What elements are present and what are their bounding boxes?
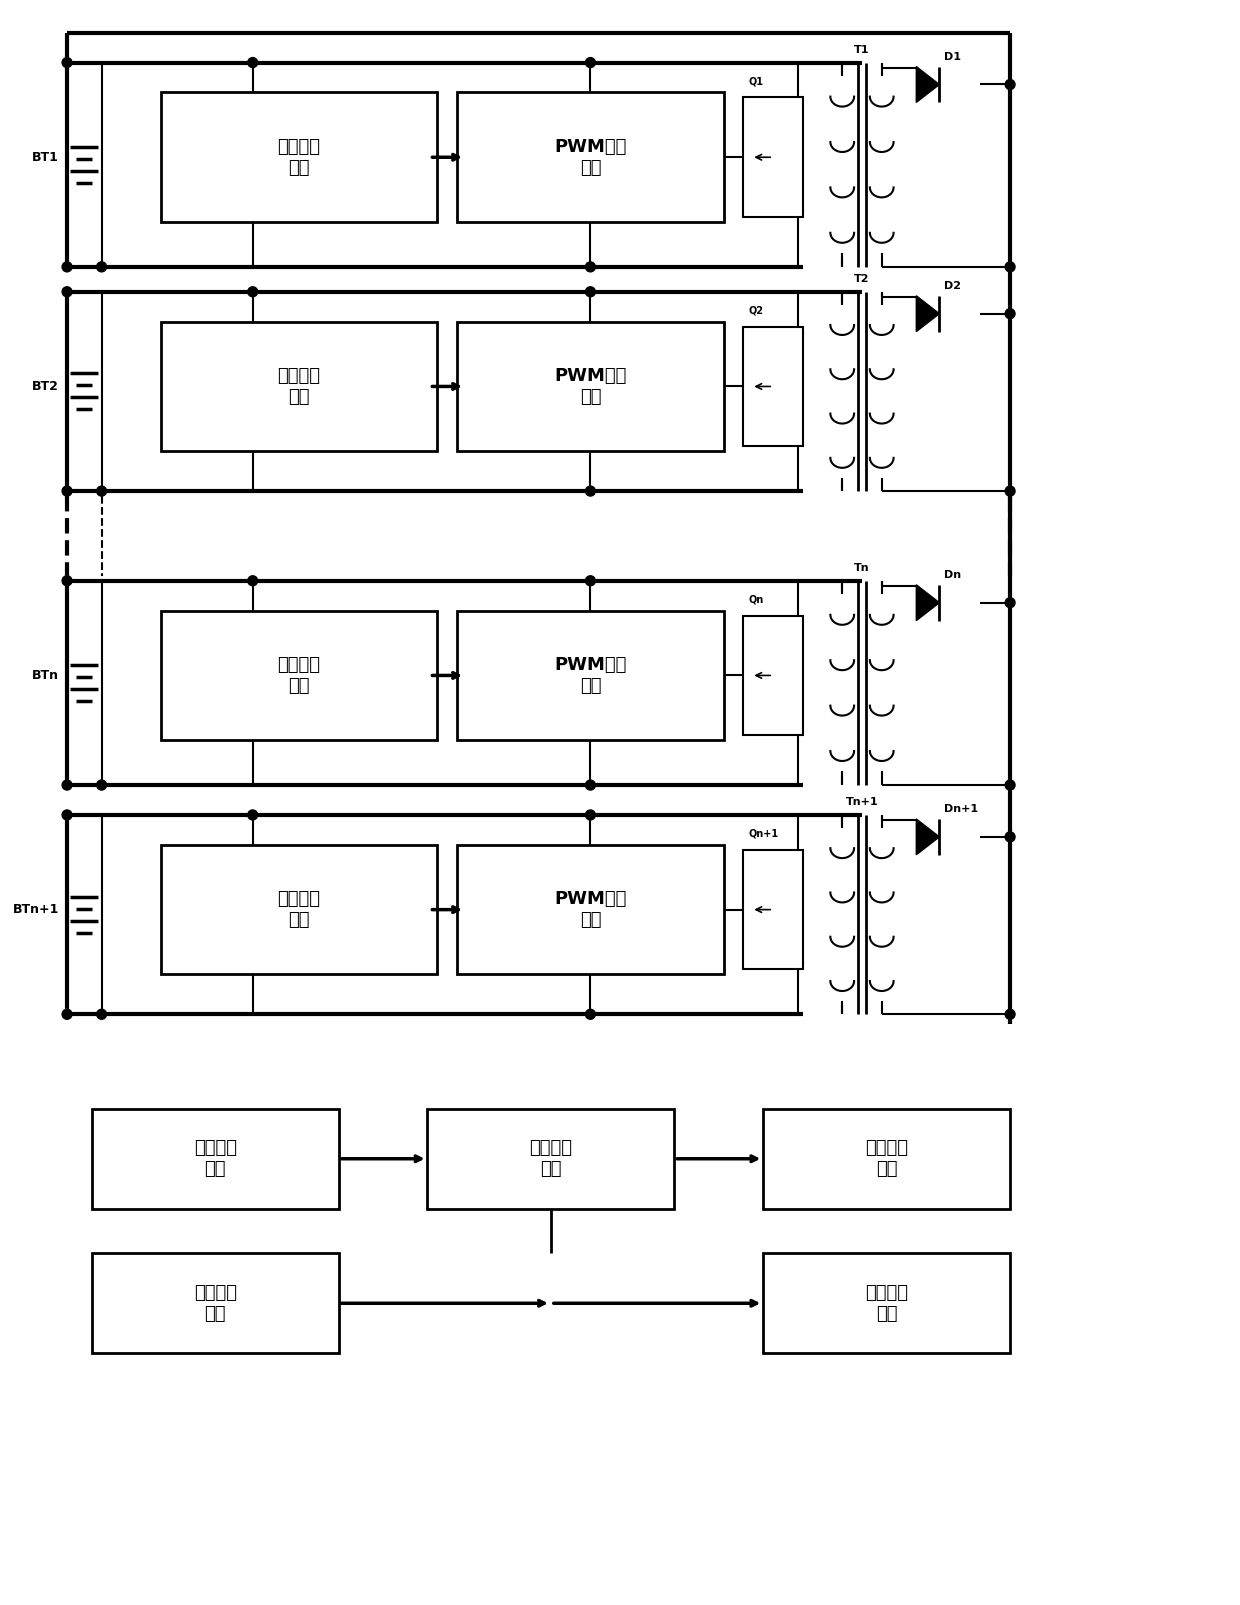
Bar: [92, 1109, 339, 1209]
Circle shape: [1006, 308, 1016, 319]
Circle shape: [585, 780, 595, 790]
Circle shape: [62, 811, 72, 820]
Bar: [161, 93, 438, 221]
Circle shape: [62, 576, 72, 586]
Polygon shape: [916, 819, 940, 855]
Circle shape: [1006, 780, 1016, 790]
Circle shape: [585, 811, 595, 820]
Text: PWM控制
单元: PWM控制 单元: [554, 891, 626, 929]
Polygon shape: [916, 295, 940, 332]
Text: PWM控制
单元: PWM控制 单元: [554, 656, 626, 695]
Circle shape: [585, 287, 595, 297]
Text: 隔离通讯
单元: 隔离通讯 单元: [278, 138, 321, 177]
Circle shape: [62, 486, 72, 496]
Bar: [458, 93, 724, 221]
Circle shape: [1006, 831, 1016, 843]
Text: Tn: Tn: [854, 563, 869, 573]
Bar: [458, 321, 724, 451]
Circle shape: [585, 1010, 595, 1019]
Bar: [744, 849, 802, 969]
Circle shape: [97, 486, 107, 496]
Text: 通讯控制
单元: 通讯控制 单元: [193, 1140, 237, 1178]
Bar: [161, 321, 438, 451]
Circle shape: [97, 780, 107, 790]
Circle shape: [585, 576, 595, 586]
Circle shape: [248, 58, 258, 67]
Text: BTn: BTn: [32, 669, 60, 682]
Bar: [458, 844, 724, 974]
Circle shape: [62, 58, 72, 67]
Text: 隔离通讯
单元: 隔离通讯 单元: [278, 891, 321, 929]
Text: PWM控制
单元: PWM控制 单元: [554, 138, 626, 177]
Circle shape: [1006, 80, 1016, 90]
Bar: [161, 610, 438, 740]
Circle shape: [585, 58, 595, 67]
Bar: [764, 1109, 1011, 1209]
Bar: [92, 1254, 339, 1353]
Circle shape: [248, 811, 258, 820]
Text: T1: T1: [854, 45, 869, 55]
Text: D1: D1: [945, 51, 961, 61]
Text: Q1: Q1: [749, 77, 764, 87]
Circle shape: [97, 1010, 107, 1019]
Circle shape: [1006, 597, 1016, 608]
Circle shape: [97, 262, 107, 271]
Polygon shape: [916, 66, 940, 103]
Bar: [428, 1109, 675, 1209]
Circle shape: [248, 576, 258, 586]
Bar: [764, 1254, 1011, 1353]
Bar: [161, 844, 438, 974]
Text: Q2: Q2: [749, 305, 764, 316]
Polygon shape: [916, 584, 940, 621]
Text: BTn+1: BTn+1: [12, 904, 60, 916]
Text: 状态显示
单元: 状态显示 单元: [866, 1140, 908, 1178]
Text: 中央控制
单元: 中央控制 单元: [529, 1140, 573, 1178]
Text: Dn: Dn: [945, 570, 961, 579]
Text: 隔离通讯
单元: 隔离通讯 单元: [278, 656, 321, 695]
Circle shape: [1006, 1010, 1016, 1019]
Bar: [744, 616, 802, 735]
Circle shape: [1006, 486, 1016, 496]
Text: 状态控制
单元: 状态控制 单元: [193, 1284, 237, 1323]
Text: PWM控制
单元: PWM控制 单元: [554, 368, 626, 406]
Text: 隔离通讯
单元: 隔离通讯 单元: [278, 368, 321, 406]
Text: 人机接口
单元: 人机接口 单元: [866, 1284, 908, 1323]
Text: Dn+1: Dn+1: [945, 804, 978, 814]
Bar: [458, 610, 724, 740]
Text: T2: T2: [854, 274, 869, 284]
Text: D2: D2: [945, 281, 961, 291]
Bar: [744, 327, 802, 446]
Circle shape: [62, 780, 72, 790]
Circle shape: [62, 1010, 72, 1019]
Circle shape: [62, 262, 72, 271]
Text: Qn: Qn: [749, 595, 764, 605]
Text: Qn+1: Qn+1: [749, 828, 779, 839]
Circle shape: [248, 287, 258, 297]
Circle shape: [1006, 262, 1016, 271]
Bar: [744, 98, 802, 217]
Circle shape: [585, 486, 595, 496]
Circle shape: [585, 262, 595, 271]
Text: BT1: BT1: [32, 151, 60, 164]
Text: BT2: BT2: [32, 380, 60, 393]
Text: Tn+1: Tn+1: [846, 798, 878, 807]
Circle shape: [62, 287, 72, 297]
